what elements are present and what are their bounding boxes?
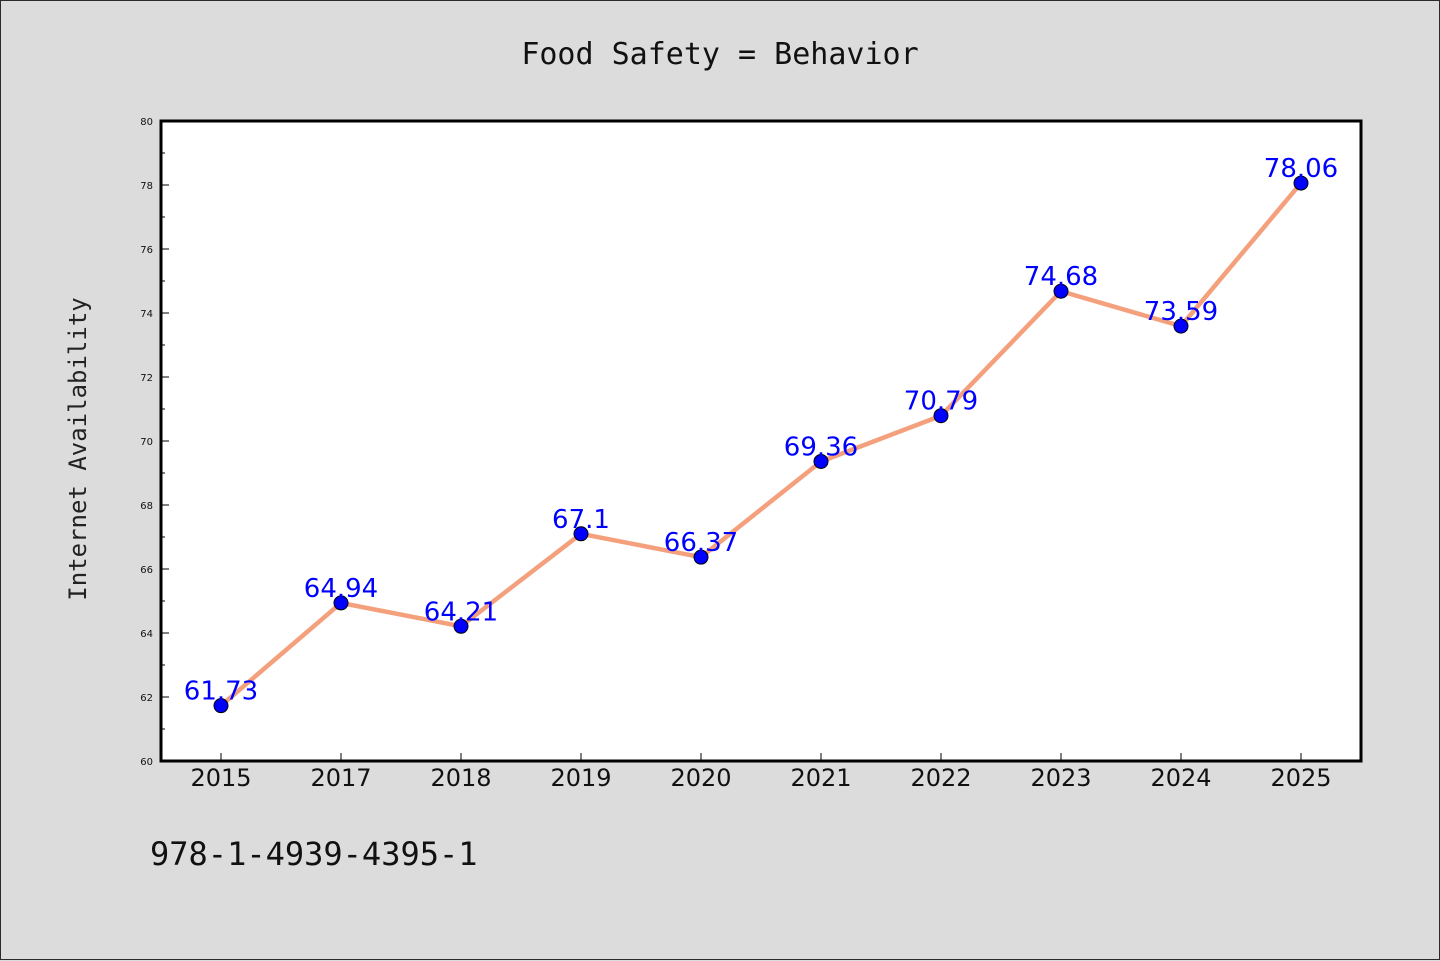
- x-tick-label: 2025: [1270, 764, 1331, 792]
- data-point: [1293, 175, 1309, 191]
- data-point: [1173, 318, 1189, 334]
- data-label: 64.94: [304, 574, 378, 604]
- y-tick-label: 78: [140, 181, 153, 192]
- data-point: [1053, 283, 1069, 299]
- data-label: 61.73: [184, 677, 258, 707]
- annotation-text: 978-1-4939-4395-1: [150, 835, 478, 873]
- data-label: 67.1: [552, 505, 610, 535]
- x-tick-label: 2020: [670, 764, 731, 792]
- x-axis-ticks: 2015 2017 2018 2019 2020 2021 2022 2023 2024 2025: [190, 753, 1332, 792]
- data-point: [213, 698, 229, 714]
- x-tick-label: 2024: [1150, 764, 1211, 792]
- x-tick-label: 2018: [430, 764, 491, 792]
- chart-title: Food Safety = Behavior: [521, 37, 918, 72]
- series-layer: 61.73 64.94 64.21 67.1 66.37 69.36 70.79 74.68 7…: [184, 154, 1338, 714]
- y-tick-label: 60: [140, 757, 153, 768]
- x-tick-label: 2015: [190, 764, 251, 792]
- plot-area: [161, 121, 1361, 761]
- data-label: 69.36: [784, 432, 858, 462]
- y-tick-label: 62: [140, 693, 153, 704]
- data-point: [453, 618, 469, 634]
- y-tick-label: 74: [140, 309, 153, 320]
- y-tick-label: 70: [140, 437, 153, 448]
- data-label: 78.06: [1264, 154, 1338, 184]
- data-point: [333, 595, 349, 611]
- x-tick-label: 2023: [1030, 764, 1091, 792]
- y-tick-label: 64: [140, 629, 153, 640]
- y-tick-label: 76: [140, 245, 153, 256]
- series-line: [218, 180, 1304, 708]
- y-tick-label: 80: [140, 117, 153, 128]
- data-label: 70.79: [904, 387, 978, 417]
- data-point: [573, 526, 589, 542]
- data-point: [813, 453, 829, 469]
- data-label: 74.68: [1024, 262, 1098, 292]
- x-tick-label: 2019: [550, 764, 611, 792]
- y-tick-label: 66: [140, 565, 153, 576]
- data-point: [933, 408, 949, 424]
- data-label: 73.59: [1144, 297, 1218, 327]
- y-axis-ticks: 60 62 64 66 68 70 72 74 76 78 80: [140, 117, 169, 768]
- x-tick-label: 2021: [790, 764, 851, 792]
- plot-border: [159, 119, 1363, 763]
- data-label: 64.21: [424, 597, 498, 627]
- x-tick-label: 2017: [310, 764, 371, 792]
- x-tick-label: 2022: [910, 764, 971, 792]
- data-label: 66.37: [664, 528, 738, 558]
- data-point: [693, 549, 709, 565]
- y-axis-label: Internet Availability: [64, 297, 92, 600]
- y-tick-label: 72: [140, 373, 153, 384]
- y-tick-label: 68: [140, 501, 153, 512]
